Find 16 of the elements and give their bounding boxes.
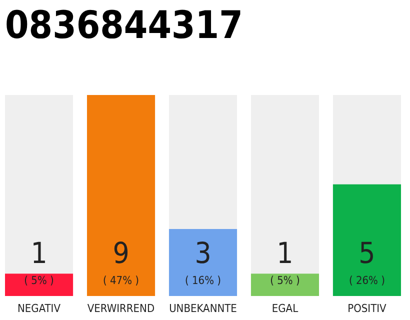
data-label: 1 — [30, 236, 48, 270]
annotation: ( 26% ) — [348, 274, 386, 287]
data-label: 1 — [276, 236, 294, 270]
data-label: 5 — [358, 236, 376, 270]
x-tick-label: VERWIRREND — [87, 302, 155, 315]
data-label: 3 — [194, 236, 212, 270]
chart-title: 0836844317 — [5, 3, 243, 47]
x-tick-label: NEGATIV — [18, 302, 61, 315]
data-label: 9 — [112, 236, 130, 270]
x-tick-label: EGAL — [272, 302, 299, 315]
annotation: ( 16% ) — [184, 274, 222, 287]
annotation: ( 5% ) — [270, 274, 300, 287]
x-tick-label: POSITIV — [348, 302, 387, 315]
annotation: ( 47% ) — [103, 274, 140, 287]
annotation: ( 5% ) — [24, 274, 54, 287]
x-tick-label: UNBEKANNTE — [169, 302, 237, 315]
